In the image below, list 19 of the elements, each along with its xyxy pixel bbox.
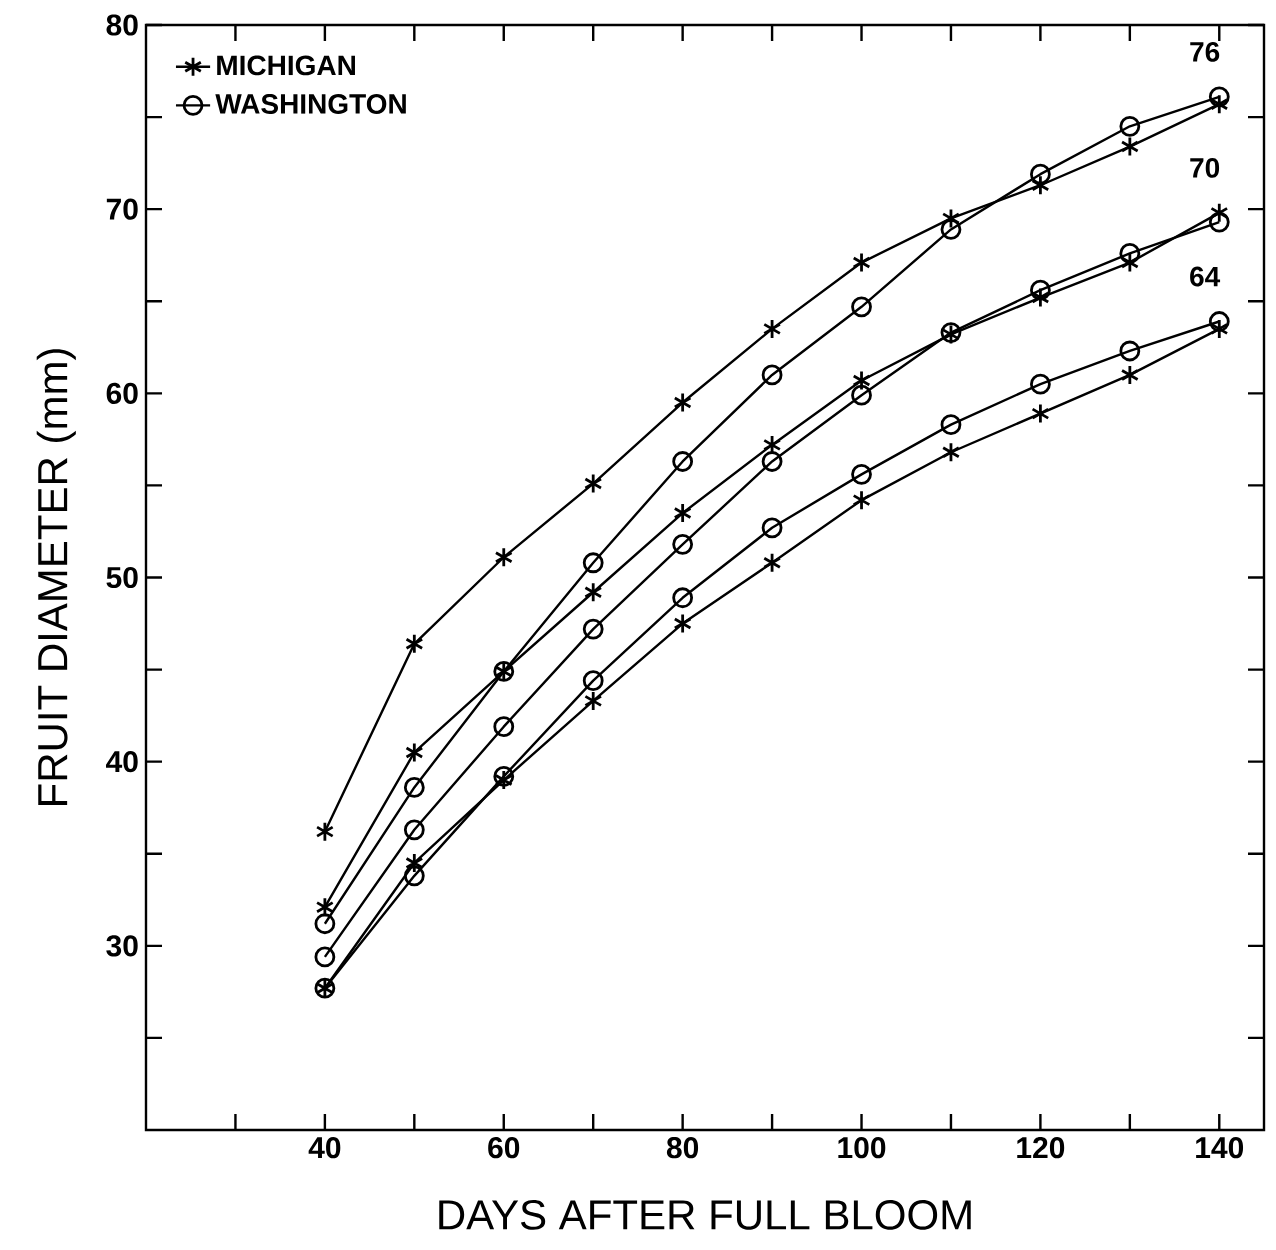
legend-label: MICHIGAN: [217, 55, 355, 76]
y-tick-label: 50: [106, 566, 138, 589]
legend-label: WASHINGTON: [215, 94, 406, 114]
annotation: 70: [1190, 157, 1220, 178]
x-tick-label: 100: [838, 1137, 886, 1159]
annotation: 64: [1190, 266, 1221, 287]
x-tick-label: 120: [1017, 1137, 1065, 1159]
y-tick-label: 60: [106, 382, 138, 404]
y-tick-label: 30: [106, 935, 138, 957]
annotation: 76: [1190, 41, 1220, 62]
x-axis-title: DAYS AFTER FULL BLOOM: [439, 1200, 971, 1230]
y-tick-label: 80: [106, 14, 138, 36]
y-axis-title: FRUIT DIAMETER (mm): [36, 349, 76, 806]
x-tick-label: 60: [488, 1137, 520, 1159]
x-tick-label: 140: [1196, 1137, 1244, 1159]
y-tick-label: 70: [106, 198, 138, 220]
x-tick-label: 40: [308, 1137, 341, 1159]
x-tick-label: 80: [666, 1137, 699, 1159]
y-tick-label: 40: [106, 751, 138, 773]
